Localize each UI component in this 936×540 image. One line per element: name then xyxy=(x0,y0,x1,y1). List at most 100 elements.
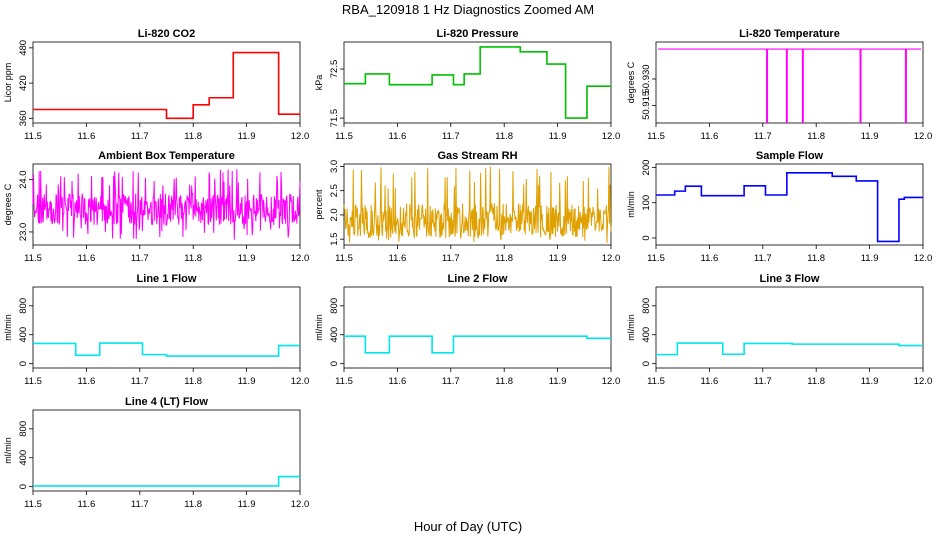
series-line xyxy=(656,172,923,243)
x-tick-label: 11.9 xyxy=(861,376,879,387)
y-tick-label: 3.0 xyxy=(329,160,340,173)
x-tick-label: 11.7 xyxy=(131,131,149,142)
x-tick-label: 11.6 xyxy=(78,499,96,510)
chart-panel: Li-820 Temperature degrees C 11.5 11.6 11.7 1… xyxy=(626,28,932,142)
x-tick-label: 11.8 xyxy=(495,376,513,387)
series-line xyxy=(33,342,300,357)
y-tick-label: 800 xyxy=(18,298,29,314)
x-tick-label: 11.5 xyxy=(647,131,665,142)
y-tick-label: 50.930 xyxy=(641,64,652,93)
x-tick-label: 12.0 xyxy=(914,253,933,264)
panel-title: Li-820 CO2 xyxy=(138,28,195,40)
chart-panel: Li-820 CO2 Licor ppm 11.5 11.6 11.7 11.8 11.9 1… xyxy=(3,28,309,142)
series-line xyxy=(32,169,301,240)
y-axis-label: Licor ppm xyxy=(3,63,13,103)
y-axis-label: ml/min xyxy=(3,437,13,464)
x-tick-label: 11.5 xyxy=(335,253,353,264)
x-tick-label: 11.8 xyxy=(807,253,825,264)
x-tick-label: 11.5 xyxy=(24,131,42,142)
panel-title: Line 2 Flow xyxy=(448,273,508,285)
x-tick-label: 11.9 xyxy=(861,131,879,142)
chart-panels: Li-820 CO2 Licor ppm 11.5 11.6 11.7 11.8 11.9 1… xyxy=(3,28,932,510)
series-line xyxy=(344,46,611,119)
x-tick-label: 12.0 xyxy=(914,131,933,142)
y-axis-label: ml/min xyxy=(314,314,324,341)
y-tick-label: 0 xyxy=(641,235,652,240)
x-tick-label: 11.7 xyxy=(442,131,460,142)
x-tick-label: 11.8 xyxy=(184,253,202,264)
panel-title: Ambient Box Temperature xyxy=(98,150,235,162)
y-tick-label: 480 xyxy=(18,40,29,56)
x-tick-label: 11.6 xyxy=(701,376,719,387)
plot-frame xyxy=(32,286,301,369)
x-tick-label: 11.6 xyxy=(78,376,96,387)
chart-panel: Ambient Box Temperature degrees C 11.5 11.6… xyxy=(3,150,309,264)
series-line xyxy=(33,475,300,487)
x-tick-label: 11.5 xyxy=(24,253,42,264)
y-tick-label: 0 xyxy=(329,361,340,366)
series-line xyxy=(344,335,611,354)
y-tick-label: 0 xyxy=(641,361,652,366)
x-tick-label: 11.6 xyxy=(389,376,407,387)
y-tick-label: 800 xyxy=(329,298,340,314)
panel-title: Line 4 (LT) Flow xyxy=(125,396,208,408)
figure-x-axis-label: Hour of Day (UTC) xyxy=(414,519,522,534)
plot-frame xyxy=(655,163,924,246)
x-tick-label: 11.8 xyxy=(495,253,513,264)
x-tick-label: 11.7 xyxy=(131,499,149,510)
x-tick-label: 11.7 xyxy=(754,131,772,142)
chart-panel: Line 1 Flow ml/min 11.5 11.6 11.7 11.8 11.9 12.… xyxy=(3,273,309,387)
x-tick-label: 11.8 xyxy=(807,376,825,387)
y-tick-label: 400 xyxy=(641,327,652,343)
y-tick-label: 24.0 xyxy=(18,170,29,189)
y-tick-label: 200 xyxy=(641,160,652,176)
panel-title: Li-820 Temperature xyxy=(739,28,840,40)
chart-panel: Line 3 Flow ml/min 11.5 11.6 11.7 11.8 11.9 12.… xyxy=(626,273,932,387)
x-tick-label: 12.0 xyxy=(291,499,310,510)
x-tick-label: 11.5 xyxy=(24,376,42,387)
plot-frame xyxy=(655,41,924,124)
plot-frame xyxy=(32,163,301,246)
plot-frame xyxy=(655,286,924,369)
x-tick-label: 11.9 xyxy=(549,253,567,264)
x-tick-label: 11.9 xyxy=(861,253,879,264)
x-tick-label: 11.7 xyxy=(442,253,460,264)
x-tick-label: 11.8 xyxy=(807,131,825,142)
chart-panel: Line 4 (LT) Flow ml/min 11.5 11.6 11.7 11.8 11… xyxy=(3,396,309,510)
y-axis-label: ml/min xyxy=(626,191,636,218)
x-tick-label: 11.6 xyxy=(78,131,96,142)
x-tick-label: 11.5 xyxy=(647,376,665,387)
x-tick-label: 12.0 xyxy=(291,376,310,387)
chart-panel: Sample Flow ml/min 11.5 11.6 11.7 11.8 11.9 12.… xyxy=(626,150,932,264)
series-line xyxy=(33,51,300,120)
panel-title: Li-820 Pressure xyxy=(437,28,519,40)
y-tick-label: 360 xyxy=(18,110,29,126)
y-tick-label: 800 xyxy=(18,421,29,437)
x-tick-label: 11.7 xyxy=(131,253,149,264)
y-tick-label: 2.0 xyxy=(329,208,340,221)
panel-title: Line 1 Flow xyxy=(137,273,197,285)
x-tick-label: 12.0 xyxy=(291,131,310,142)
x-tick-label: 11.9 xyxy=(238,253,256,264)
panel-title: Sample Flow xyxy=(756,150,824,162)
x-tick-label: 11.7 xyxy=(754,376,772,387)
x-tick-label: 11.8 xyxy=(184,131,202,142)
y-tick-label: 72.5 xyxy=(329,60,340,79)
panel-title: Gas Stream RH xyxy=(437,150,517,162)
x-tick-label: 11.8 xyxy=(184,499,202,510)
x-tick-label: 11.6 xyxy=(78,253,96,264)
x-tick-label: 12.0 xyxy=(602,376,621,387)
y-axis-label: ml/min xyxy=(626,314,636,341)
x-tick-label: 12.0 xyxy=(602,253,621,264)
x-tick-label: 11.6 xyxy=(701,253,719,264)
x-tick-label: 11.7 xyxy=(442,376,460,387)
y-tick-label: 800 xyxy=(641,298,652,314)
y-axis-label: percent xyxy=(314,189,324,220)
y-tick-label: 400 xyxy=(18,450,29,466)
chart-panel: Li-820 Pressure kPa 11.5 11.6 11.7 11.8 11.9 12… xyxy=(314,28,620,142)
series-line xyxy=(343,166,612,244)
plot-frame xyxy=(343,286,612,369)
x-tick-label: 11.6 xyxy=(389,253,407,264)
x-tick-label: 11.6 xyxy=(389,131,407,142)
